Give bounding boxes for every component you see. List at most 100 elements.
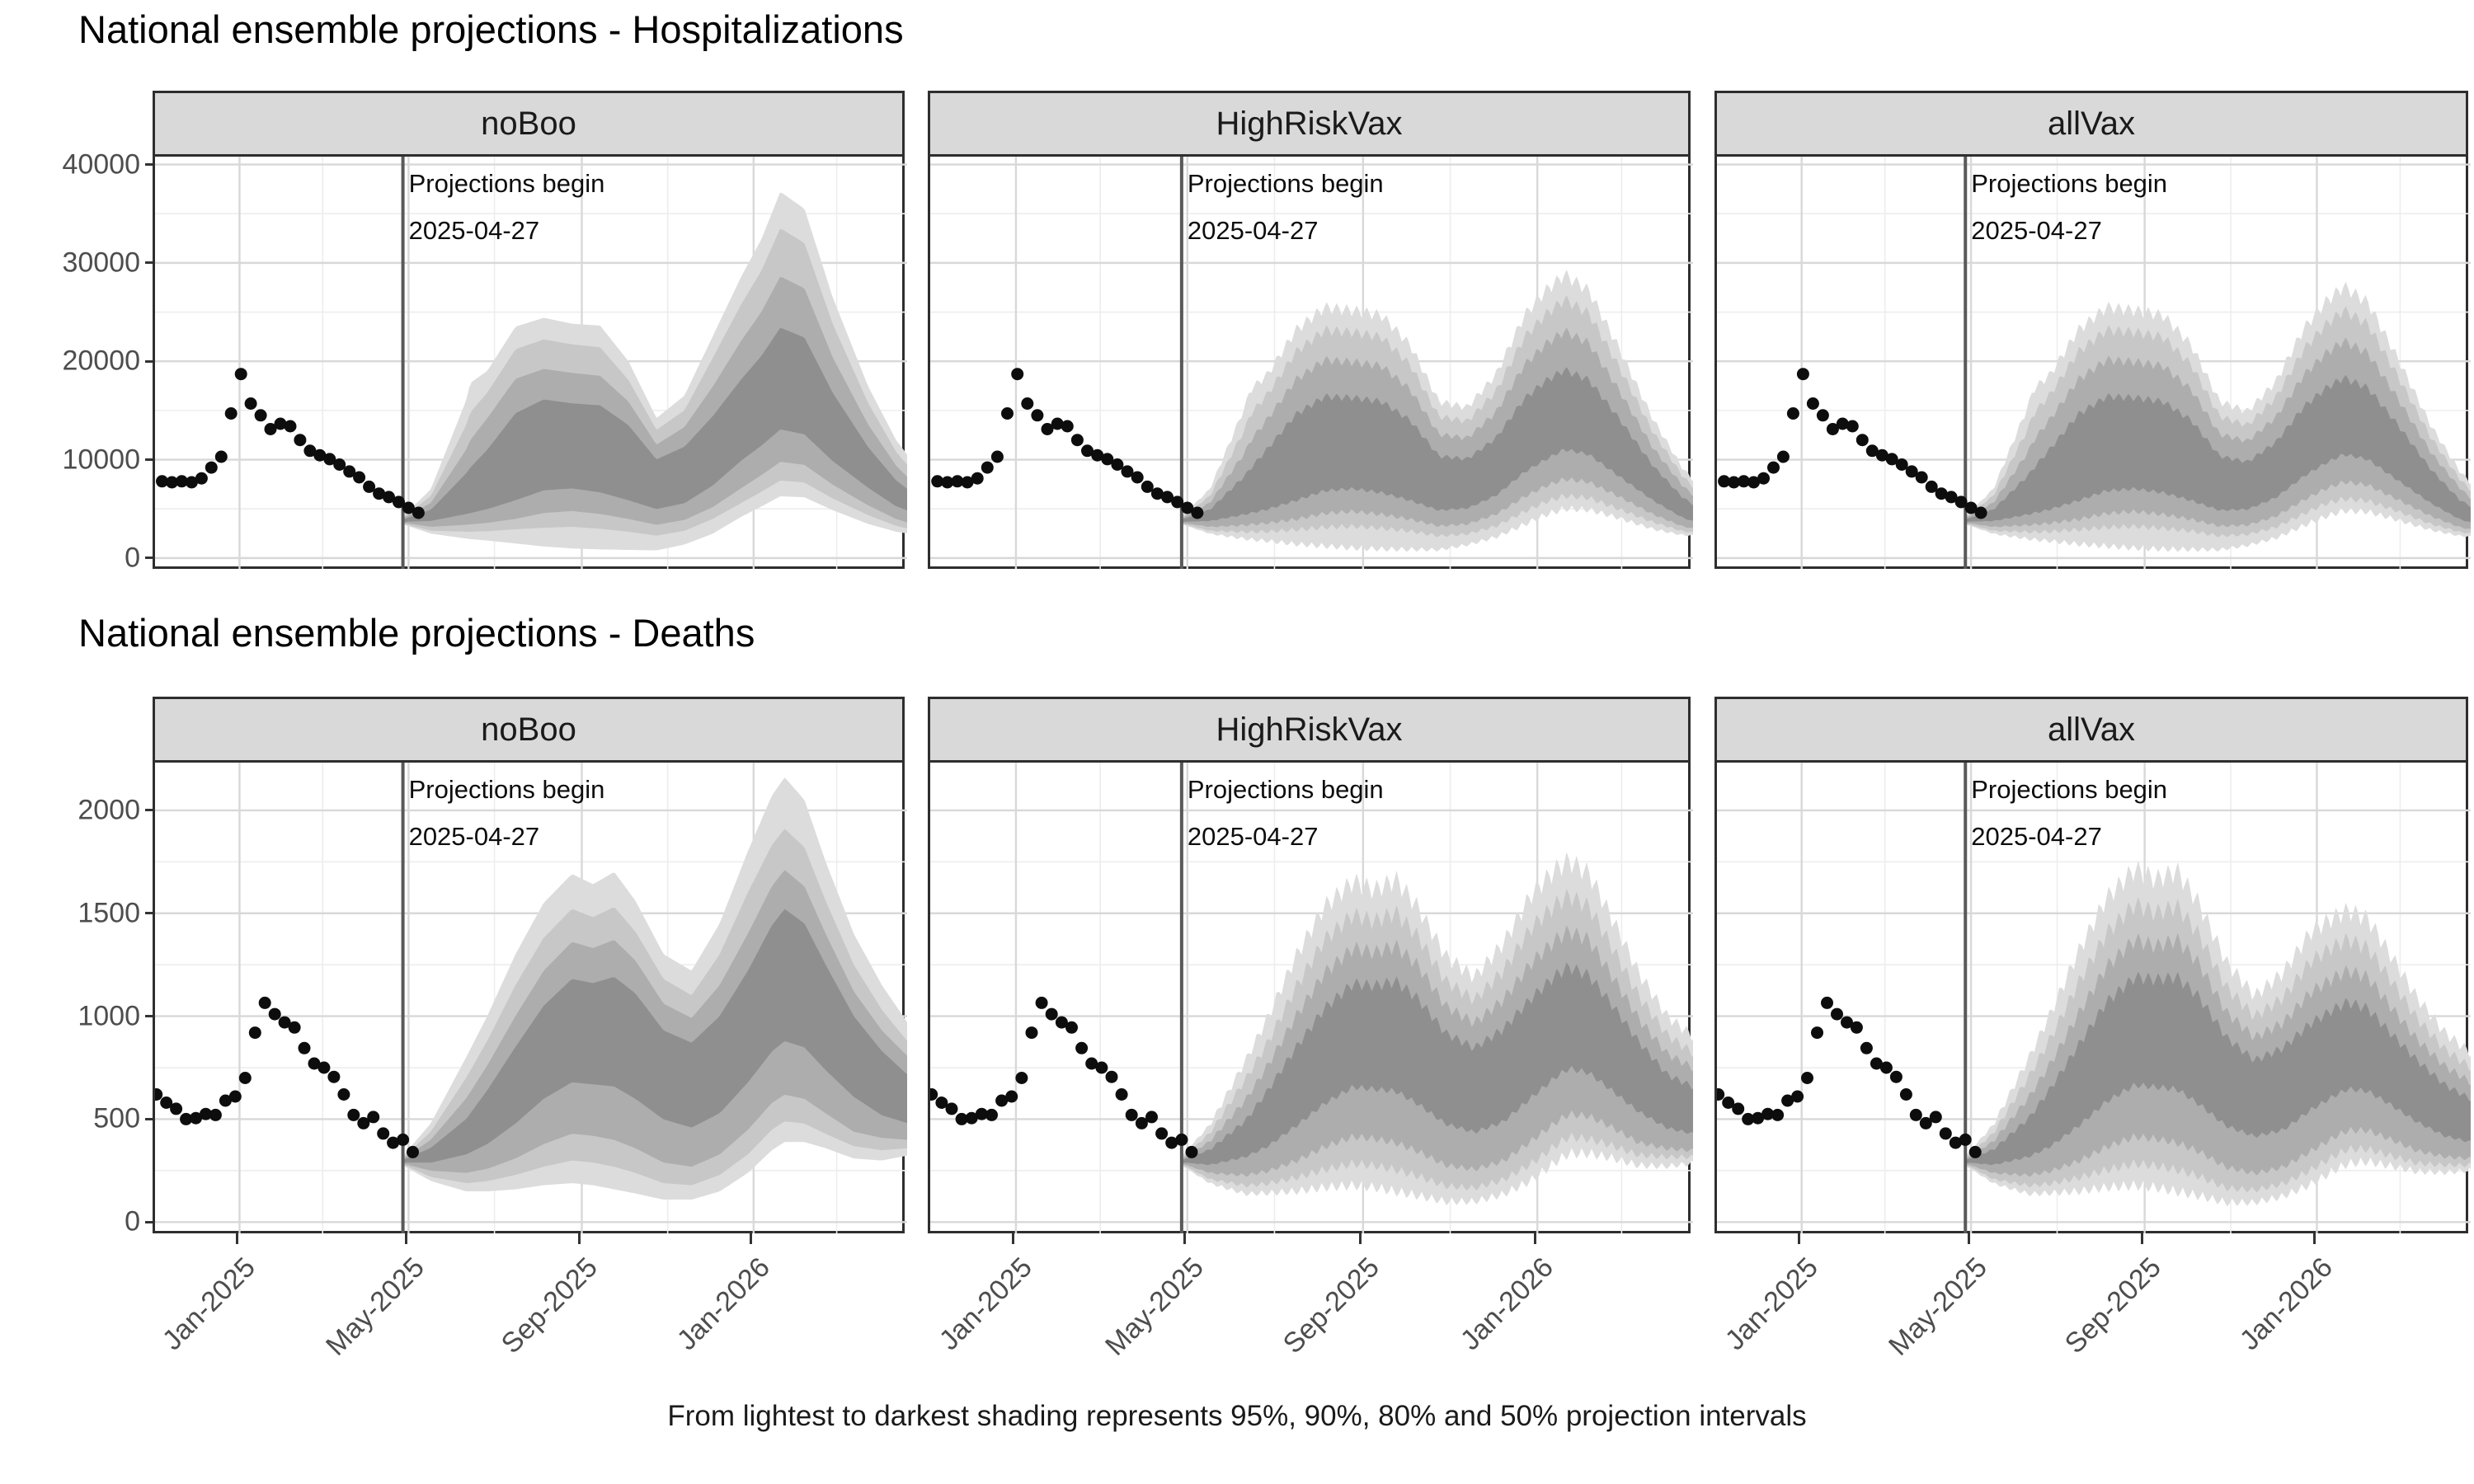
observed-point: [1061, 420, 1074, 433]
observed-point: [1070, 434, 1084, 447]
observed-point: [1732, 1102, 1745, 1115]
projection-band-50: [1964, 971, 2471, 1166]
observed-point: [1045, 1007, 1058, 1021]
observed-point: [1816, 409, 1829, 422]
observed-point: [298, 1041, 311, 1054]
observed-point: [1801, 1072, 1813, 1084]
observed-point: [1905, 465, 1918, 478]
observed-point: [308, 1057, 321, 1070]
observed-point: [1806, 397, 1819, 410]
panel-deaths-HighRiskVax: [928, 763, 1693, 1233]
observed-point: [170, 1102, 183, 1115]
observed-point: [244, 397, 257, 410]
observed-point: [1925, 480, 1938, 493]
facet-strip-HighRiskVax: HighRiskVax: [928, 91, 1691, 157]
x-tick-mark: [1967, 1233, 1970, 1244]
observed-point: [224, 407, 238, 420]
observed-point: [1011, 368, 1024, 381]
observed-point: [1889, 1070, 1903, 1083]
observed-point: [347, 1108, 360, 1121]
plot-area-allVax: [1717, 763, 2471, 1233]
y-tick-label: 1000: [78, 1000, 140, 1032]
projection-band-50: [402, 909, 907, 1163]
x-tick-mark: [577, 1233, 581, 1244]
projection-annotation: Projections begin 2025-04-27: [1188, 766, 1384, 860]
observed-point: [1717, 1088, 1725, 1101]
observed-point: [377, 1127, 390, 1140]
observed-point: [383, 491, 395, 504]
facet-strip-noBoo: noBoo: [153, 91, 905, 157]
observed-point: [1954, 495, 1968, 509]
panel-hospitalizations-noBoo: [153, 157, 907, 569]
plot-area-HighRiskVax: [930, 763, 1693, 1233]
observed-point: [288, 1021, 301, 1034]
x-tick-mark: [1359, 1233, 1362, 1244]
observed-point: [1185, 1145, 1198, 1158]
observed-point: [1175, 1133, 1188, 1146]
observed-point: [1075, 1041, 1089, 1054]
observed-point: [1781, 1094, 1794, 1107]
x-tick-mark: [1183, 1233, 1187, 1244]
observed-point: [254, 409, 267, 422]
observed-point: [343, 465, 356, 478]
observed-point: [1826, 423, 1839, 435]
panel-deaths-allVax: [1714, 763, 2471, 1233]
y-tick-mark: [145, 1117, 153, 1120]
observed-point: [1005, 1090, 1018, 1103]
observed-point: [160, 1097, 173, 1109]
observed-point: [1865, 444, 1879, 458]
projection-annotation: Projections begin 2025-04-27: [409, 160, 605, 254]
y-tick-label: 20000: [62, 345, 140, 377]
observed-point: [1860, 1041, 1873, 1054]
x-tick-mark: [1012, 1233, 1015, 1244]
observed-point: [975, 1107, 988, 1120]
observed-point: [317, 1061, 331, 1074]
observed-point: [1850, 1021, 1863, 1034]
observed-point: [284, 420, 297, 433]
observed-point: [1091, 448, 1104, 462]
observed-point: [930, 1088, 938, 1101]
observed-point: [1031, 409, 1044, 422]
observed-point: [1021, 397, 1034, 410]
y-tick-label: 0: [125, 542, 140, 574]
observed-point: [1870, 1057, 1883, 1070]
y-tick-mark: [145, 1015, 153, 1018]
observed-point: [1919, 1116, 1932, 1129]
observed-point: [965, 1111, 978, 1125]
x-tick-mark: [2312, 1233, 2316, 1244]
observed-point: [1161, 491, 1174, 504]
observed-point: [323, 453, 336, 466]
observed-point: [1771, 1108, 1785, 1121]
y-tick-label: 40000: [62, 148, 140, 181]
observed-point: [278, 1016, 291, 1029]
observed-point: [393, 495, 405, 509]
observed-point: [1929, 1111, 1942, 1124]
observed-point: [1974, 506, 1987, 519]
observed-point: [387, 1136, 400, 1149]
observed-point: [156, 475, 168, 488]
observed-point: [373, 487, 386, 500]
projection-band-50: [1181, 367, 1693, 522]
y-tick-mark: [145, 809, 153, 812]
observed-point: [294, 434, 307, 447]
x-tick-mark: [1798, 1233, 1801, 1244]
observed-point: [268, 1007, 281, 1021]
observed-point: [1836, 417, 1849, 430]
observed-point: [1899, 1088, 1912, 1101]
annotation-line1: Projections begin: [1187, 169, 1384, 198]
y-tick-label: 10000: [62, 444, 140, 476]
observed-point: [412, 506, 425, 519]
observed-point: [1811, 1026, 1823, 1040]
observed-point: [407, 1145, 419, 1158]
observed-point: [274, 417, 287, 430]
observed-point: [1875, 448, 1888, 462]
x-tick-mark: [2141, 1233, 2144, 1244]
y-tick-label: 2000: [78, 794, 140, 826]
y-tick-mark: [145, 163, 153, 167]
observed-point: [1101, 453, 1114, 466]
observed-point: [1949, 1136, 1962, 1149]
title-hospitalizations: National ensemble projections - Hospital…: [78, 7, 904, 51]
observed-point: [1191, 506, 1204, 519]
y-tick-label: 1500: [78, 897, 140, 929]
x-tick-mark: [1533, 1233, 1536, 1244]
